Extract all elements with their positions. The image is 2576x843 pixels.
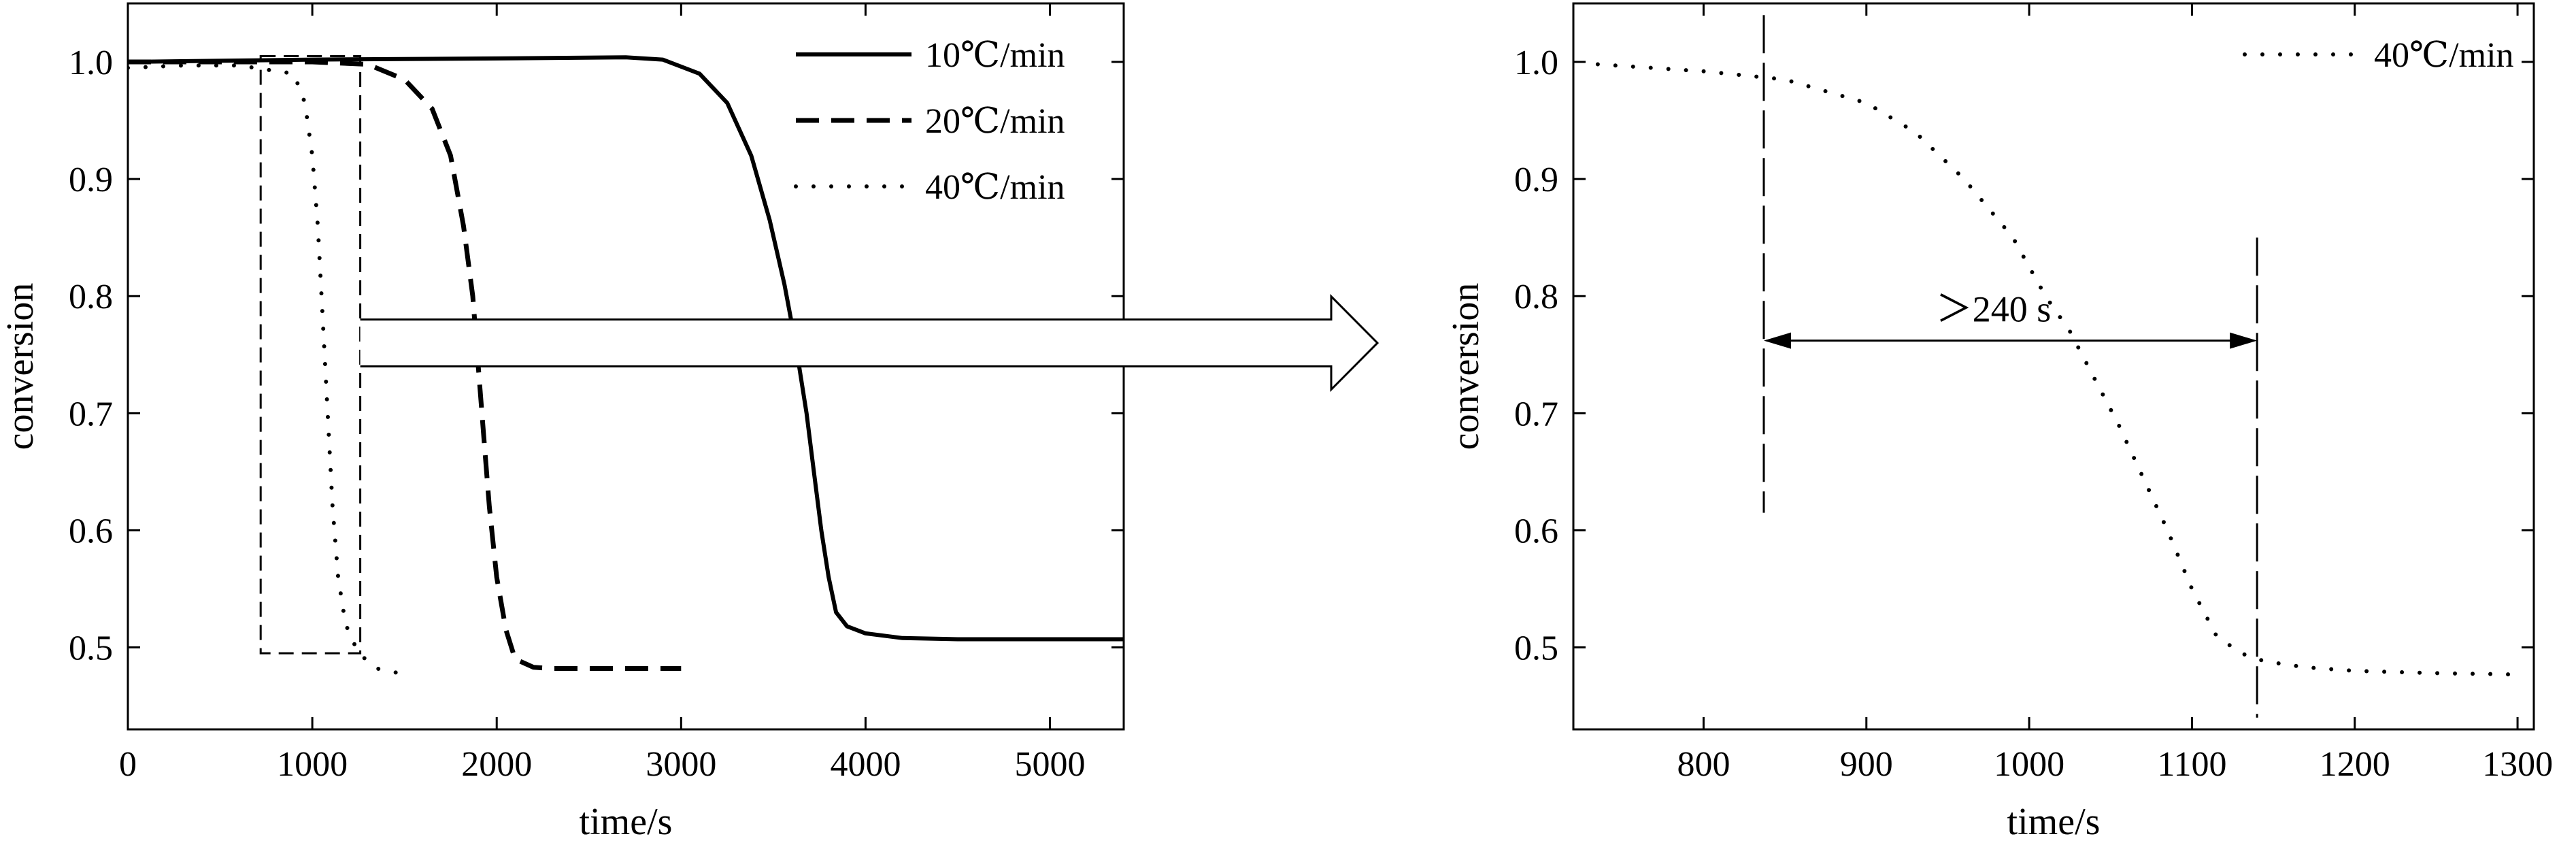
y-tick-label: 0.5	[69, 629, 113, 668]
x-tick-label: 1000	[1994, 745, 2064, 784]
span-arrow-head-left	[1764, 332, 1792, 349]
x-tick-label: 2000	[461, 745, 532, 784]
y-tick-label: 0.8	[69, 278, 113, 316]
span-arrow-head-right	[2230, 332, 2258, 349]
x-tick-label: 1300	[2482, 745, 2553, 784]
plot-frame	[1572, 2, 2535, 731]
series-line	[128, 63, 407, 677]
y-tick-label: 1.0	[1514, 44, 1558, 82]
y-tick-label: 0.6	[69, 512, 113, 550]
chart-right: 800 900 1000 1100 1200 1300 0.5 0.6 0.7 0.8 0.9 1.0…	[1445, 2, 2553, 843]
span-label: ＞240 s	[1936, 289, 2052, 330]
zoom-arrow	[360, 294, 1379, 393]
legend-label: 20℃/min	[925, 102, 1065, 141]
x-tick-label: 0	[119, 745, 137, 784]
zoom-box	[259, 54, 362, 655]
chart-left: 0 1000 2000 3000 4000 5000 0.5 0.6 0.7 0.8 0.9 1.0 t…	[0, 2, 1125, 843]
x-tick-label: 4000	[830, 745, 901, 784]
y-tick-label: 0.9	[1514, 161, 1558, 199]
x-tick-label: 5000	[1015, 745, 1086, 784]
y-tick-label: 0.7	[69, 395, 113, 433]
y-tick-label: 0.8	[1514, 278, 1558, 316]
series-line	[1595, 62, 2512, 677]
x-tick-label: 1100	[2157, 745, 2226, 784]
y-axis-title: conversion	[1445, 283, 1487, 450]
legend-label: 10℃/min	[925, 36, 1065, 75]
x-tick-label: 1000	[277, 745, 348, 784]
legend-label: 40℃/min	[2374, 36, 2514, 75]
y-tick-label: 0.7	[1514, 395, 1558, 433]
y-tick-label: 1.0	[69, 44, 113, 82]
series-line	[128, 55, 1124, 642]
y-tick-label: 0.6	[1514, 512, 1558, 550]
zoom-arrow-layer	[360, 294, 1379, 393]
x-axis-title: time/s	[580, 801, 673, 843]
x-tick-label: 900	[1840, 745, 1893, 784]
y-tick-label: 0.5	[1514, 629, 1558, 668]
x-axis-title: time/s	[2007, 801, 2101, 843]
y-axis-title: conversion	[0, 283, 41, 450]
x-tick-label: 800	[1677, 745, 1730, 784]
y-tick-label: 0.9	[69, 161, 113, 199]
legend-label: 40℃/min	[925, 168, 1065, 207]
x-tick-label: 1200	[2320, 745, 2390, 784]
x-tick-label: 3000	[646, 745, 716, 784]
